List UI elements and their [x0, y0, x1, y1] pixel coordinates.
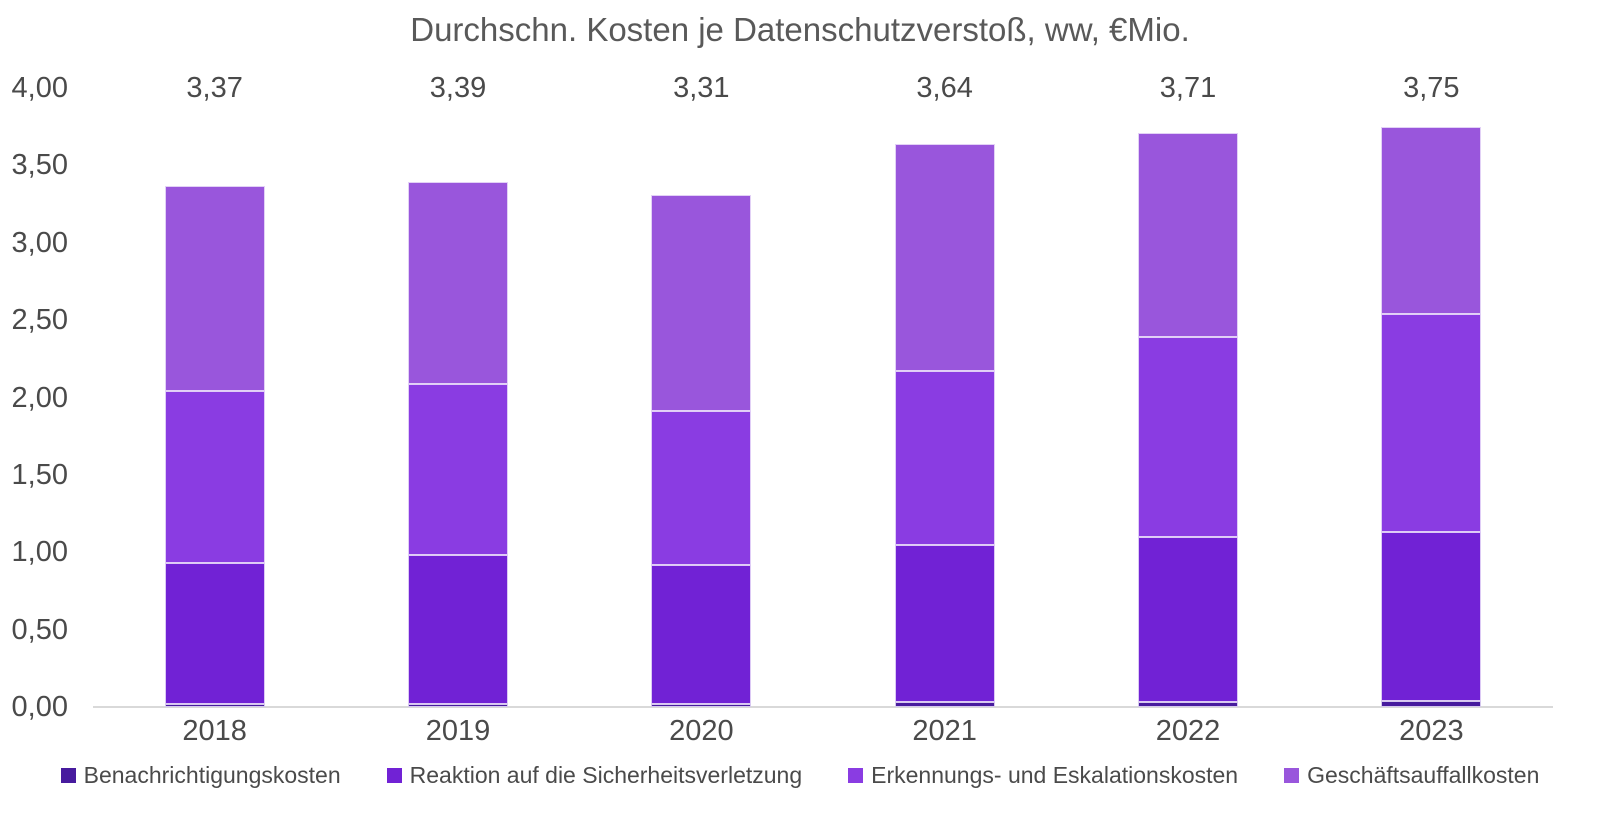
x-axis-category-label: 2023	[1399, 715, 1464, 747]
x-axis-category-label: 2021	[912, 715, 977, 747]
bar-segment-benachrichtigungskosten	[894, 702, 995, 707]
legend-item-label: Geschäftsauffallkosten	[1307, 762, 1540, 788]
bar-segment-reaktion-auf-die-sicherheitsverletzung	[408, 555, 508, 704]
bar-segment-reaktion-auf-die-sicherheitsverletzung	[164, 563, 265, 704]
y-axis-tick-label: 4,00	[11, 72, 68, 104]
bar-segment-erkennungs-und-eskalationskosten	[651, 411, 752, 565]
legend-item: Benachrichtigungskosten	[60, 762, 341, 789]
y-axis-tick-label: 3,50	[11, 149, 68, 182]
x-axis-category-label: 2022	[1155, 715, 1221, 747]
legend-swatch-icon	[1284, 768, 1300, 783]
chart-title: Durchschn. Kosten je Datenschutzverstoß,…	[410, 11, 1190, 48]
bar-segment-gesch-ftsauffallkosten	[894, 143, 995, 372]
legend-item-label: Benachrichtigungskosten	[83, 762, 341, 788]
legend-swatch-icon	[386, 768, 402, 783]
y-axis-tick-label: 2,00	[11, 381, 68, 414]
bar-segment-erkennungs-und-eskalationskosten	[1138, 337, 1238, 537]
legend-swatch-icon	[848, 768, 864, 783]
legend-item: Erkennungs- und Eskalationskosten	[848, 762, 1238, 789]
bar-segment-gesch-ftsauffallkosten	[1381, 126, 1482, 314]
total-data-label: 3,31	[673, 72, 730, 104]
legend-item: Reaktion auf die Sicherheitsverletzung	[386, 762, 803, 789]
y-axis-tick-label: 2,50	[11, 304, 68, 337]
bar-segment-gesch-ftsauffallkosten	[651, 194, 752, 412]
bar-segment-benachrichtigungskosten	[1381, 700, 1482, 707]
y-axis-tick-label: 3,00	[11, 226, 68, 259]
legend-item: Geschäftsauffallkosten	[1284, 762, 1539, 789]
bar-segment-erkennungs-und-eskalationskosten	[1381, 313, 1482, 533]
bar-segment-gesch-ftsauffallkosten	[164, 185, 265, 392]
total-data-label: 3,71	[1159, 72, 1217, 104]
bar-segment-benachrichtigungskosten	[164, 703, 265, 707]
total-data-label: 3,37	[186, 72, 243, 104]
y-axis-tick-label: 1,50	[11, 458, 68, 491]
total-data-label: 3,64	[916, 72, 973, 104]
legend-item-label: Reaktion auf die Sicherheitsverletzung	[409, 762, 803, 788]
bar-segment-benachrichtigungskosten	[1138, 702, 1238, 707]
bar-segment-reaktion-auf-die-sicherheitsverletzung	[1138, 536, 1238, 703]
bar-segment-benachrichtigungskosten	[651, 703, 752, 707]
legend-swatch-icon	[60, 768, 76, 783]
bar-segment-reaktion-auf-die-sicherheitsverletzung	[1381, 532, 1482, 701]
x-axis-category-label: 2019	[425, 715, 491, 747]
bar-segment-reaktion-auf-die-sicherheitsverletzung	[894, 544, 995, 703]
total-data-label: 3,75	[1403, 72, 1460, 104]
bar-segment-erkennungs-und-eskalationskosten	[408, 383, 508, 556]
y-axis-tick-label: 1,00	[11, 536, 68, 569]
bar-segment-gesch-ftsauffallkosten	[1138, 132, 1238, 338]
y-axis-tick-label: 0,50	[11, 613, 68, 646]
bar-segment-benachrichtigungskosten	[408, 703, 508, 707]
chart-legend: Benachrichtigungskosten Reaktion auf die …	[0, 762, 1600, 789]
total-data-label: 3,39	[429, 72, 487, 104]
x-axis-line	[93, 706, 1553, 708]
y-axis-tick-label: 0,00	[11, 691, 68, 723]
legend-item-label: Erkennungs- und Eskalationskosten	[871, 762, 1239, 788]
bar-segment-erkennungs-und-eskalationskosten	[164, 391, 265, 564]
bar-segment-gesch-ftsauffallkosten	[408, 182, 508, 384]
bar-segment-reaktion-auf-die-sicherheitsverletzung	[651, 564, 752, 704]
x-axis-category-label: 2018	[182, 715, 247, 747]
x-axis-category-label: 2020	[669, 715, 734, 747]
bar-segment-erkennungs-und-eskalationskosten	[894, 371, 995, 545]
